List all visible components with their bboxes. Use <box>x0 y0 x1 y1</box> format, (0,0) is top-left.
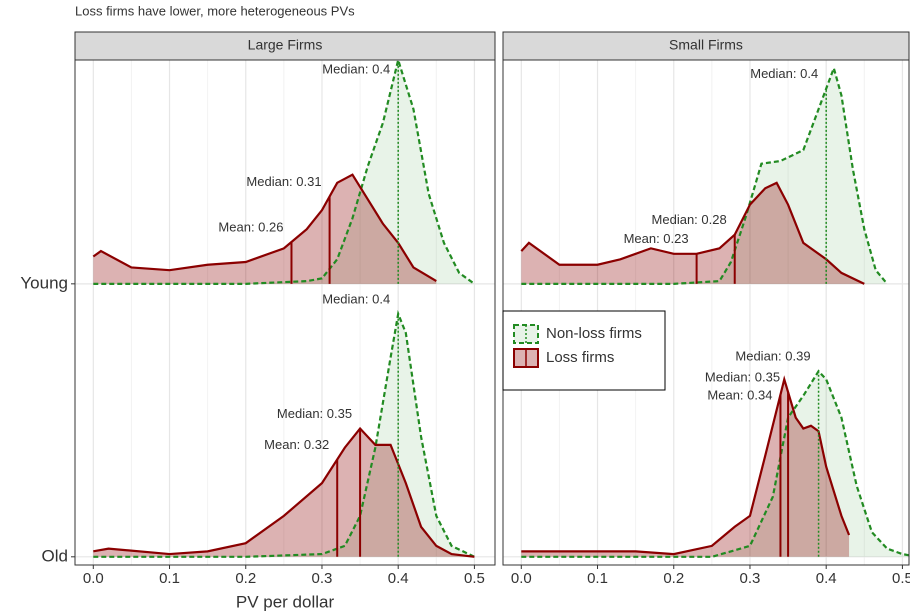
legend-label: Non-loss firms <box>546 325 642 342</box>
median-label: Median: 0.4 <box>750 66 818 81</box>
median-label: Median: 0.4 <box>322 291 390 306</box>
panel-border <box>74 59 496 566</box>
density-line <box>92 173 437 283</box>
x-tick-label: 0.2 <box>663 570 684 587</box>
mean-label: Mean: 0.34 <box>707 388 772 403</box>
median-label: Median: 0.4 <box>322 61 390 76</box>
x-axis-label: PV per dollar <box>236 592 335 611</box>
y-tick-label: Old <box>42 546 68 565</box>
x-tick-label: 0.2 <box>235 570 256 587</box>
median-label: Median: 0.28 <box>652 212 727 227</box>
density-area <box>521 68 888 284</box>
panel-plot: Median: 0.39 Median: 0.35 Mean: 0.34 Median… <box>503 60 910 565</box>
x-tick-label: 0.3 <box>740 570 761 587</box>
x-tick-label: 0.1 <box>159 570 180 587</box>
strip <box>74 31 496 61</box>
x-tick-label: 0.0 <box>83 570 104 587</box>
density-area <box>93 60 475 284</box>
density-line <box>521 369 910 558</box>
panel <box>75 60 495 565</box>
panel-plot: Median: 0.4 Median: 0.35 Mean: 0.32 Median:… <box>75 55 495 565</box>
median-label: Median: 0.39 <box>735 349 810 364</box>
mean-label: Mean: 0.32 <box>264 437 329 452</box>
x-tick-label: 0.5 <box>892 570 910 587</box>
density-line <box>521 64 889 285</box>
density-area <box>521 379 850 557</box>
mean-label: Mean: 0.23 <box>624 231 689 246</box>
x-tick-label: 0.0 <box>511 570 532 587</box>
x-tick-label: 0.4 <box>388 570 409 587</box>
y-tick-label: Young <box>20 273 68 292</box>
x-tick-label: 0.1 <box>587 570 608 587</box>
strip <box>502 31 910 61</box>
median-label: Median: 0.31 <box>246 174 321 189</box>
density-line <box>93 55 476 285</box>
density-line <box>93 309 475 558</box>
density-area <box>521 371 910 557</box>
density-line <box>93 426 475 558</box>
density-area <box>93 174 437 284</box>
chart-title: Loss firms have lower, more heterogeneou… <box>75 3 355 18</box>
strip-title: Large Firms <box>248 37 323 53</box>
median-label: Median: 0.35 <box>277 406 352 421</box>
x-tick-label: 0.4 <box>816 570 837 587</box>
mean-label: Mean: 0.26 <box>218 219 283 234</box>
density-line <box>520 181 865 285</box>
median-label: Median: 0.35 <box>705 370 780 385</box>
legend: Non-loss firms Loss firms <box>502 310 666 391</box>
x-tick-label: 0.5 <box>464 570 485 587</box>
density-area <box>521 182 865 284</box>
density-area <box>93 313 475 557</box>
legend-label: Loss firms <box>546 349 614 366</box>
x-tick-label: 0.3 <box>312 570 333 587</box>
strip-title: Small Firms <box>669 37 743 53</box>
density-line <box>521 375 851 556</box>
density-area <box>93 428 475 557</box>
